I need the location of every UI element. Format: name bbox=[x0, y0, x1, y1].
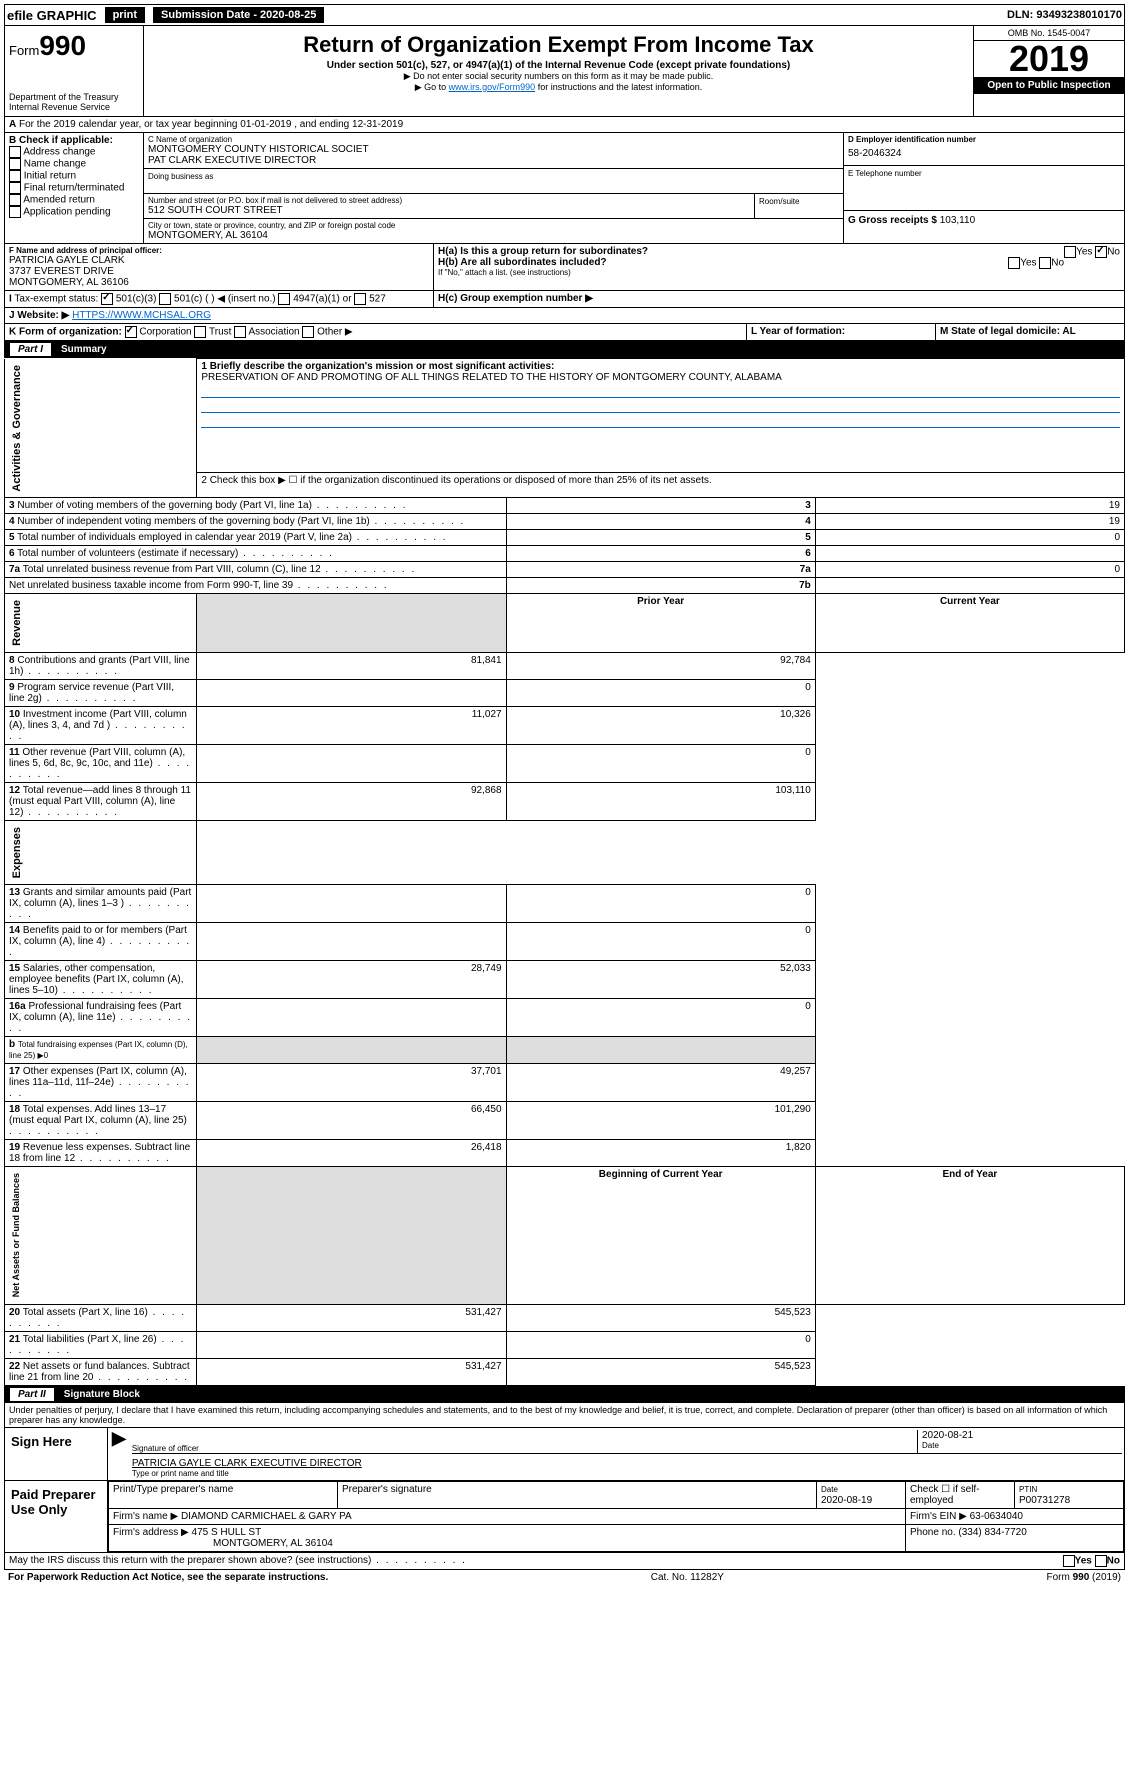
h-b: H(b) Are all subordinates included? Yes … bbox=[438, 257, 1120, 268]
note-ssn: ▶ Do not enter social security numbers o… bbox=[148, 71, 969, 82]
side-ag: Activities & Governance bbox=[9, 361, 25, 496]
section-j: J Website: ▶ HTTPS://WWW.MCHSAL.ORG bbox=[4, 308, 1125, 324]
declaration: Under penalties of perjury, I declare th… bbox=[4, 1403, 1125, 1428]
side-rev: Revenue bbox=[9, 596, 25, 650]
dln: DLN: 93493238010170 bbox=[1007, 9, 1122, 21]
section-i: I Tax-exempt status: 501(c)(3) 501(c) ( … bbox=[4, 291, 1125, 308]
org-name2: PAT CLARK EXECUTIVE DIRECTOR bbox=[148, 155, 839, 166]
submission-date: Submission Date - 2020-08-25 bbox=[153, 7, 324, 23]
city-address: MONTGOMERY, AL 36104 bbox=[148, 230, 839, 241]
checkbox-item[interactable]: Amended return bbox=[9, 194, 139, 206]
part2-header: Part IISignature Block bbox=[4, 1386, 1125, 1403]
side-na: Net Assets or Fund Balances bbox=[9, 1169, 23, 1301]
checkbox-item[interactable]: Application pending bbox=[9, 206, 139, 218]
form-subtitle: Under section 501(c), 527, or 4947(a)(1)… bbox=[148, 60, 969, 71]
efile-label: efile GRAPHIC bbox=[7, 8, 97, 23]
firm-name: DIAMOND CARMICHAEL & GARY PA bbox=[181, 1511, 352, 1522]
h-a: H(a) Is this a group return for subordin… bbox=[438, 246, 1120, 257]
street-address: 512 SOUTH COURT STREET bbox=[148, 205, 750, 216]
checkbox-item[interactable]: Initial return bbox=[9, 170, 139, 182]
part1-header: Part ISummary bbox=[4, 341, 1125, 358]
section-fhi: F Name and address of principal officer:… bbox=[4, 244, 1125, 291]
org-name: MONTGOMERY COUNTY HISTORICAL SOCIET bbox=[148, 144, 839, 155]
print-button[interactable]: print bbox=[105, 7, 145, 23]
side-exp: Expenses bbox=[9, 823, 25, 882]
summary-table: Activities & Governance 1 Briefly descri… bbox=[4, 358, 1125, 1386]
form-title: Return of Organization Exempt From Incom… bbox=[148, 32, 969, 58]
line-a: A For the 2019 calendar year, or tax yea… bbox=[4, 117, 1125, 133]
form-header: Form990 Department of the Treasury Inter… bbox=[4, 26, 1125, 117]
note-link: ▶ Go to www.irs.gov/Form990 for instruct… bbox=[148, 82, 969, 93]
form-number: Form990 bbox=[9, 30, 139, 62]
tax-year: 2019 bbox=[974, 41, 1124, 77]
irs-link[interactable]: www.irs.gov/Form990 bbox=[449, 82, 536, 92]
checkbox-item[interactable]: Address change bbox=[9, 146, 139, 158]
sign-here: Sign Here ▶ Signature of officer 2020-08… bbox=[4, 1428, 1125, 1481]
section-klm: K Form of organization: Corporation Trus… bbox=[4, 324, 1125, 341]
website-link[interactable]: HTTPS://WWW.MCHSAL.ORG bbox=[72, 310, 211, 321]
dept-label: Department of the Treasury Internal Reve… bbox=[9, 92, 139, 112]
paid-preparer: Paid Preparer Use Only Print/Type prepar… bbox=[4, 1481, 1125, 1553]
mission: PRESERVATION OF AND PROMOTING OF ALL THI… bbox=[201, 372, 1120, 383]
section-bcdefg: B Check if applicable: Address change Na… bbox=[4, 133, 1125, 244]
checkbox-item[interactable]: Final return/terminated bbox=[9, 182, 139, 194]
b-header: B Check if applicable: bbox=[9, 135, 139, 146]
top-bar: efile GRAPHIC print Submission Date - 20… bbox=[4, 4, 1125, 26]
officer-name: PATRICIA GAYLE CLARK bbox=[9, 255, 429, 266]
footer: For Paperwork Reduction Act Notice, see … bbox=[4, 1570, 1125, 1585]
ein: 58-2046324 bbox=[848, 144, 1120, 163]
open-public: Open to Public Inspection bbox=[974, 77, 1124, 94]
checkbox-item[interactable]: Name change bbox=[9, 158, 139, 170]
signer-name: PATRICIA GAYLE CLARK EXECUTIVE DIRECTOR bbox=[132, 1458, 1122, 1469]
gross-receipts: 103,110 bbox=[940, 215, 975, 226]
discuss-row: May the IRS discuss this return with the… bbox=[4, 1553, 1125, 1570]
